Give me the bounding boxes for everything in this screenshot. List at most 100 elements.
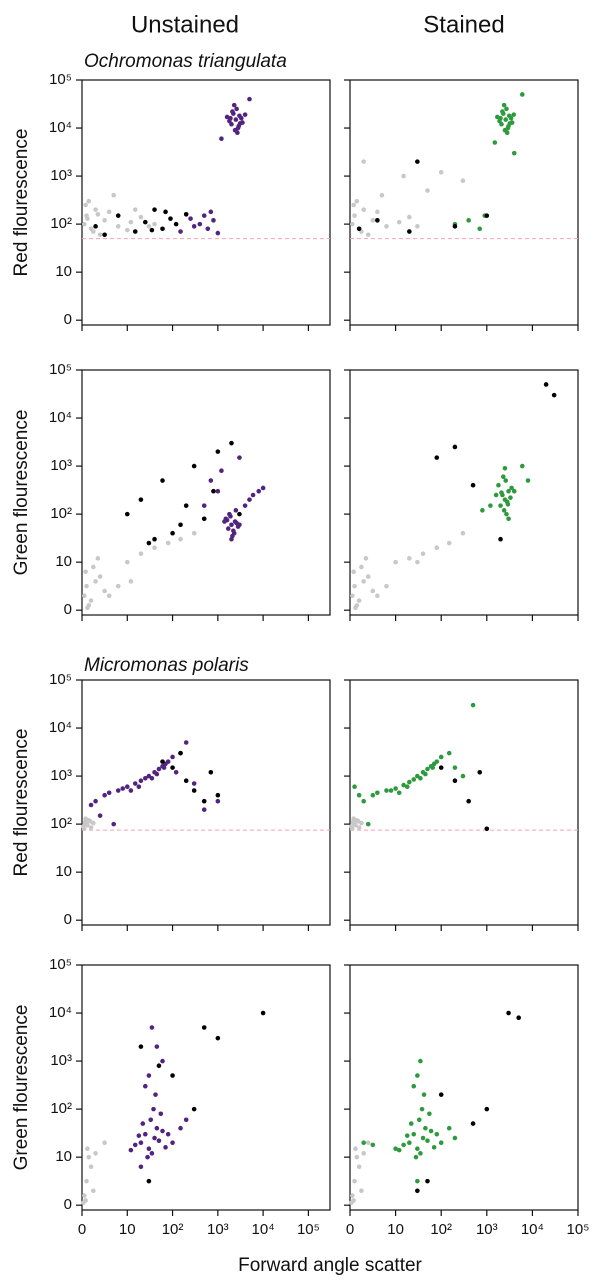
y-tick-label: 10⁴: [49, 409, 72, 426]
data-point: [233, 117, 239, 122]
data-point: [88, 598, 94, 603]
data-point: [106, 790, 112, 796]
y-tick-label: 10: [55, 553, 72, 570]
data-point: [508, 115, 514, 121]
data-point: [102, 218, 107, 223]
data-point: [413, 1154, 419, 1160]
data-point: [132, 207, 138, 212]
data-point: [404, 784, 410, 790]
data-point: [208, 209, 214, 215]
data-point: [111, 192, 116, 198]
data-point: [165, 759, 171, 764]
data-point: [407, 1140, 412, 1145]
data-point: [128, 1147, 134, 1153]
data-point: [551, 392, 557, 398]
data-point: [173, 769, 179, 775]
data-point: [411, 777, 417, 782]
data-point: [370, 588, 376, 594]
data-point: [128, 219, 134, 225]
data-point: [85, 605, 90, 611]
data-point: [146, 1178, 152, 1184]
data-point: [85, 822, 90, 828]
data-point: [237, 511, 242, 517]
panel: [344, 679, 579, 931]
data-point: [361, 159, 366, 164]
data-point: [152, 1135, 157, 1141]
data-point: [505, 502, 511, 507]
y-tick-label: 10²: [50, 1100, 72, 1117]
data-point: [519, 92, 525, 97]
y-tick-label: 10⁴: [49, 119, 72, 136]
data-point: [379, 192, 385, 198]
data-point: [142, 775, 148, 781]
data-point: [349, 593, 355, 599]
x-tick-label: 0: [78, 1221, 86, 1238]
data-point: [152, 221, 157, 227]
panel: 0 10 10² 10³ 10⁴ 10⁵ Red flourescence: [11, 71, 331, 331]
data-point: [106, 593, 112, 599]
data-point: [178, 750, 183, 756]
data-point: [356, 226, 362, 232]
data-point: [205, 226, 211, 232]
y-tick-label: 10³: [50, 1052, 72, 1069]
data-point: [428, 1128, 434, 1134]
x-tick-label: 10: [387, 1221, 404, 1238]
data-point: [401, 1142, 406, 1148]
data-point: [411, 1131, 417, 1137]
data-point: [138, 1164, 144, 1170]
data-point: [233, 508, 239, 513]
data-point: [419, 1106, 425, 1112]
data-point: [138, 551, 144, 556]
data-point: [506, 488, 511, 494]
data-point: [415, 1073, 420, 1078]
y-tick-label: 10²: [50, 505, 72, 522]
data-point: [91, 229, 96, 234]
data-point: [183, 1117, 189, 1123]
data-point: [215, 792, 221, 798]
data-point: [229, 536, 234, 542]
data-point: [191, 1106, 197, 1112]
data-point: [370, 792, 376, 798]
data-point: [183, 740, 189, 745]
y-axis-label: Green flourescence: [11, 1005, 32, 1171]
y-tick-label: 10²: [50, 815, 72, 832]
data-point: [201, 516, 207, 522]
data-point: [138, 497, 144, 502]
data-point: [140, 1121, 146, 1126]
data-point: [208, 478, 214, 483]
data-point: [498, 115, 503, 121]
plot-frame: [81, 369, 331, 616]
data-point: [356, 598, 362, 603]
data-point: [160, 759, 165, 764]
data-point: [215, 1035, 221, 1041]
data-point: [158, 1111, 164, 1117]
data-point: [404, 1133, 410, 1138]
x-tick-label: 10²: [430, 1221, 452, 1238]
data-point: [393, 559, 398, 565]
data-point: [111, 821, 116, 827]
data-point: [418, 1058, 423, 1064]
data-point: [446, 1125, 452, 1131]
data-point: [91, 1188, 96, 1194]
data-point: [507, 121, 513, 126]
data-point: [124, 227, 130, 233]
data-point: [452, 778, 458, 784]
data-point: [418, 1151, 423, 1156]
data-point: [178, 536, 183, 542]
data-point: [361, 1151, 366, 1156]
y-tick-label: 10⁵: [49, 71, 72, 88]
data-point: [160, 1128, 165, 1134]
data-point: [356, 1164, 362, 1170]
data-point: [183, 212, 189, 217]
data-point: [434, 545, 440, 550]
data-point: [477, 769, 483, 775]
data-point: [201, 798, 207, 804]
data-point: [353, 605, 358, 611]
data-point: [211, 488, 216, 494]
data-point: [420, 1135, 426, 1141]
column-title: Unstained: [131, 11, 239, 38]
data-point: [434, 759, 440, 764]
data-point: [525, 478, 531, 483]
data-point: [425, 1178, 430, 1184]
data-point: [247, 497, 252, 502]
